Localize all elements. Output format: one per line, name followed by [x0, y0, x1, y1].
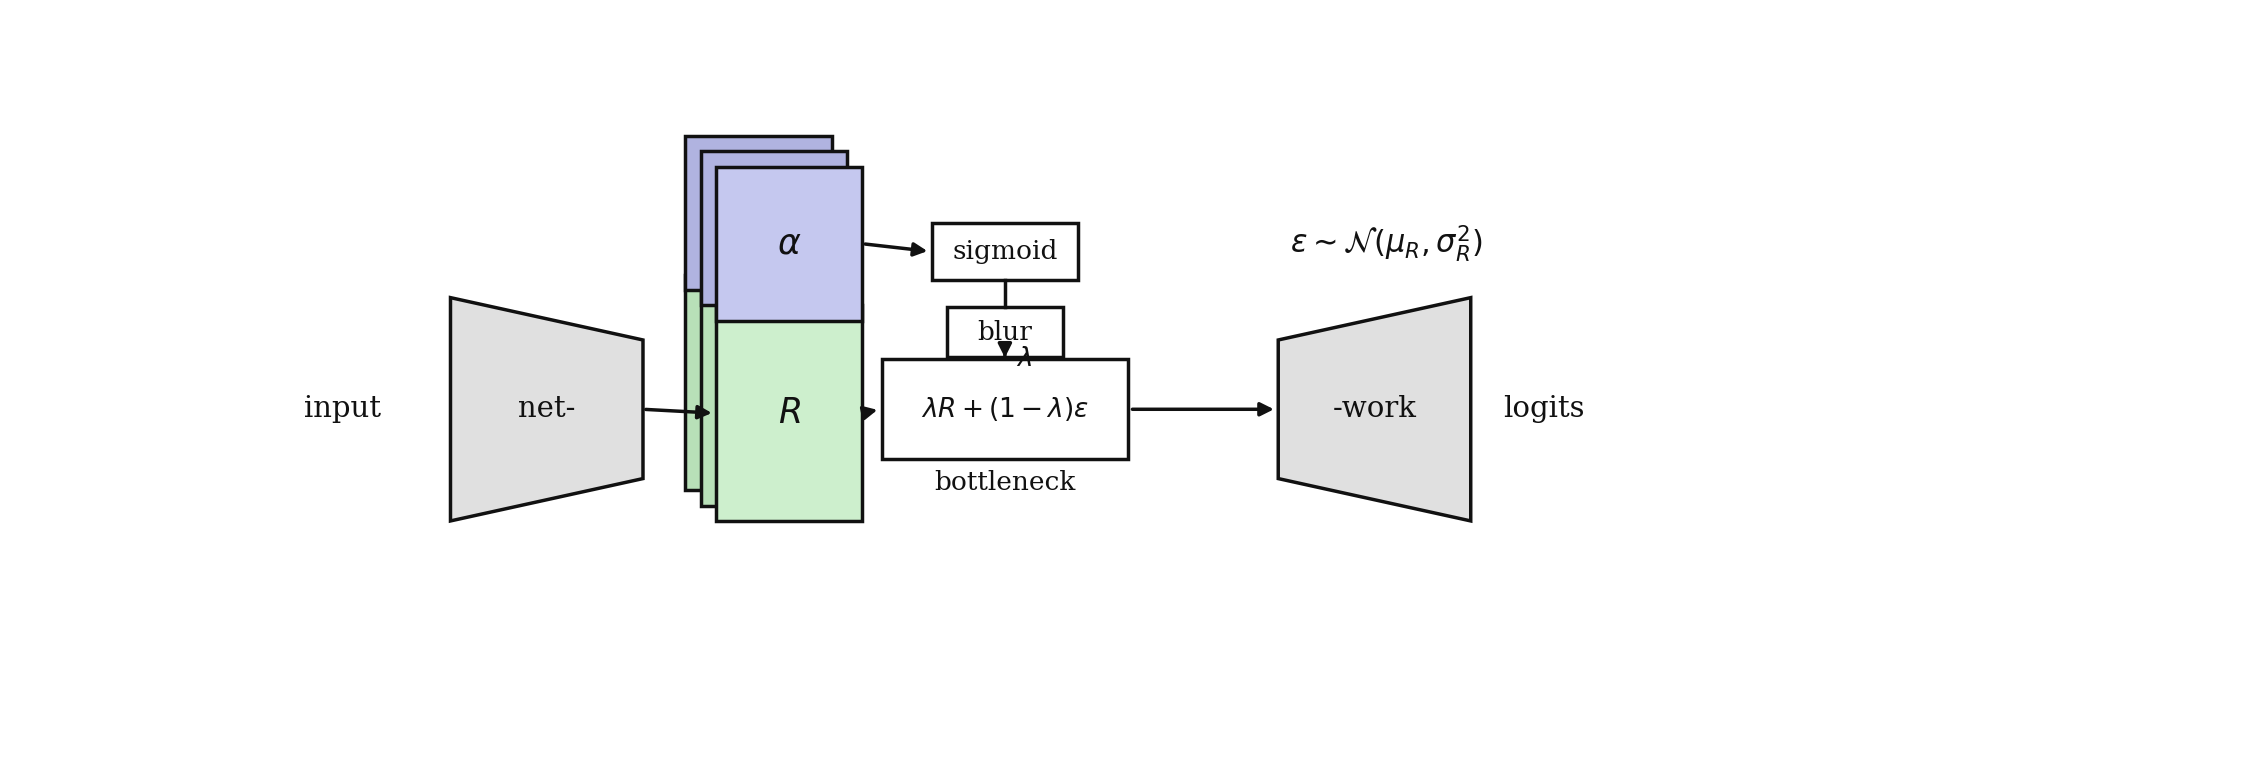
Polygon shape — [451, 298, 643, 521]
Text: logits: logits — [1504, 395, 1585, 423]
Text: input: input — [304, 395, 381, 423]
Text: $\lambda R+(1-\lambda)\epsilon$: $\lambda R+(1-\lambda)\epsilon$ — [922, 395, 1089, 423]
FancyBboxPatch shape — [700, 290, 847, 505]
FancyBboxPatch shape — [686, 275, 831, 490]
FancyBboxPatch shape — [931, 222, 1078, 280]
Text: $\epsilon \sim \mathcal{N}(\mu_R, \sigma_R^2)$: $\epsilon \sim \mathcal{N}(\mu_R, \sigma… — [1289, 223, 1481, 264]
Text: $R$: $R$ — [777, 396, 802, 430]
FancyBboxPatch shape — [700, 151, 847, 305]
FancyBboxPatch shape — [716, 166, 863, 321]
Text: -work: -work — [1332, 395, 1416, 423]
FancyBboxPatch shape — [881, 359, 1128, 459]
Text: blur: blur — [978, 320, 1033, 345]
FancyBboxPatch shape — [947, 308, 1062, 357]
Text: $\alpha$: $\alpha$ — [777, 227, 802, 261]
Polygon shape — [1277, 298, 1470, 521]
Text: bottleneck: bottleneck — [933, 470, 1076, 495]
Text: sigmoid: sigmoid — [951, 239, 1058, 264]
FancyBboxPatch shape — [686, 136, 831, 290]
FancyBboxPatch shape — [716, 305, 863, 521]
Text: $\lambda$: $\lambda$ — [1017, 346, 1033, 370]
Text: net-: net- — [519, 395, 575, 423]
